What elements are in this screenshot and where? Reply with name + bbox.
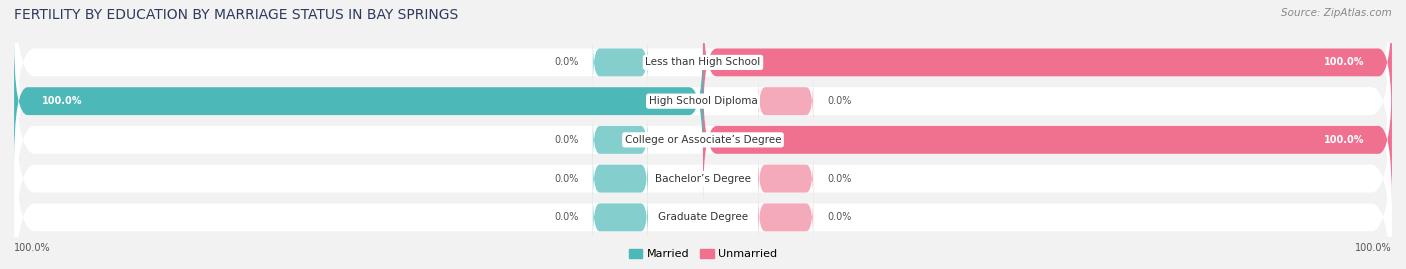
FancyBboxPatch shape [703, 76, 1392, 203]
Text: Less than High School: Less than High School [645, 57, 761, 68]
FancyBboxPatch shape [14, 0, 1392, 203]
FancyBboxPatch shape [14, 76, 1392, 269]
Text: FERTILITY BY EDUCATION BY MARRIAGE STATUS IN BAY SPRINGS: FERTILITY BY EDUCATION BY MARRIAGE STATU… [14, 8, 458, 22]
Text: Graduate Degree: Graduate Degree [658, 212, 748, 222]
FancyBboxPatch shape [14, 38, 703, 165]
Text: 0.0%: 0.0% [554, 135, 579, 145]
Text: High School Diploma: High School Diploma [648, 96, 758, 106]
FancyBboxPatch shape [593, 154, 648, 203]
FancyBboxPatch shape [14, 38, 1392, 242]
Text: College or Associate’s Degree: College or Associate’s Degree [624, 135, 782, 145]
FancyBboxPatch shape [758, 193, 813, 242]
Text: 0.0%: 0.0% [554, 212, 579, 222]
Text: 100.0%: 100.0% [42, 96, 82, 106]
FancyBboxPatch shape [703, 0, 1392, 126]
Text: 100.0%: 100.0% [14, 243, 51, 253]
FancyBboxPatch shape [593, 193, 648, 242]
FancyBboxPatch shape [14, 115, 1392, 269]
FancyBboxPatch shape [593, 38, 648, 87]
FancyBboxPatch shape [14, 0, 1392, 165]
Text: Bachelor’s Degree: Bachelor’s Degree [655, 174, 751, 184]
FancyBboxPatch shape [593, 115, 648, 165]
Text: 0.0%: 0.0% [827, 212, 852, 222]
Text: 100.0%: 100.0% [1355, 243, 1392, 253]
Text: 100.0%: 100.0% [1324, 57, 1364, 68]
Text: 0.0%: 0.0% [827, 96, 852, 106]
Text: 0.0%: 0.0% [827, 174, 852, 184]
Legend: Married, Unmarried: Married, Unmarried [624, 244, 782, 264]
FancyBboxPatch shape [758, 76, 813, 126]
Text: 0.0%: 0.0% [554, 174, 579, 184]
FancyBboxPatch shape [758, 154, 813, 203]
Text: Source: ZipAtlas.com: Source: ZipAtlas.com [1281, 8, 1392, 18]
Text: 0.0%: 0.0% [554, 57, 579, 68]
Text: 100.0%: 100.0% [1324, 135, 1364, 145]
